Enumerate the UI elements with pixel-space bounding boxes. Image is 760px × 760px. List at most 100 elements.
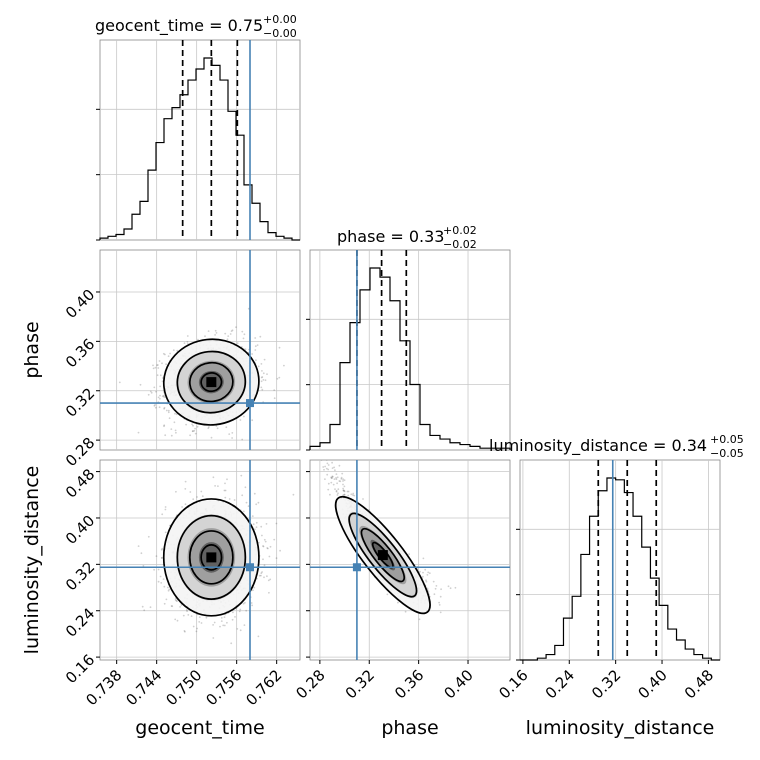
- sample-point: [220, 620, 223, 622]
- sample-point: [332, 483, 335, 486]
- sample-point: [159, 385, 162, 388]
- sample-point: [161, 557, 163, 559]
- sample-point: [273, 538, 276, 541]
- sample-point: [331, 475, 334, 478]
- sample-point: [327, 488, 330, 491]
- sample-point: [335, 473, 338, 475]
- sample-point: [186, 341, 189, 343]
- sample-point: [154, 366, 157, 369]
- sample-point: [160, 582, 163, 584]
- sample-point: [231, 618, 234, 621]
- sample-point: [161, 395, 164, 397]
- sample-point: [327, 464, 330, 466]
- scatter-content-2-0: [100, 460, 300, 660]
- sample-point: [243, 415, 245, 418]
- sample-point: [158, 360, 161, 362]
- sample-point: [252, 523, 255, 526]
- sample-point: [232, 611, 234, 614]
- sample-point: [426, 574, 429, 576]
- sample-point: [342, 480, 344, 482]
- sample-point: [205, 616, 208, 619]
- sample-point: [192, 498, 195, 501]
- sample-point: [215, 425, 218, 427]
- sample-point: [425, 580, 428, 583]
- sample-point: [167, 589, 170, 592]
- sample-point: [263, 538, 266, 541]
- sample-point: [326, 473, 329, 476]
- sample-point: [266, 575, 268, 578]
- sample-point: [331, 477, 333, 479]
- sample-point: [343, 493, 346, 496]
- sample-point: [343, 489, 346, 492]
- sample-point: [435, 585, 438, 587]
- sample-point: [224, 482, 226, 485]
- sample-point: [155, 555, 158, 557]
- hist-frame-luminosity-distance: [519, 459, 721, 661]
- sample-point: [244, 348, 247, 351]
- sample-point: [261, 370, 263, 372]
- sample-point: [198, 616, 201, 618]
- sample-point: [439, 595, 442, 598]
- sample-point: [186, 610, 189, 612]
- sample-point: [247, 505, 250, 507]
- sample-point: [324, 465, 326, 468]
- sample-point: [347, 490, 350, 493]
- sample-point: [267, 547, 269, 550]
- sample-point: [243, 333, 246, 336]
- sample-point: [159, 575, 162, 578]
- sample-point: [167, 411, 170, 414]
- sample-point: [245, 609, 248, 612]
- sample-point: [233, 499, 236, 501]
- sample-point: [342, 490, 345, 492]
- sample-point: [143, 609, 146, 612]
- sample-point: [223, 489, 226, 492]
- contour-2-1-1: [348, 512, 418, 598]
- sample-point: [266, 547, 269, 549]
- sample-point: [339, 480, 342, 483]
- sample-point: [268, 555, 271, 558]
- title-phase-main: phase = 0.33: [337, 227, 444, 246]
- sample-point: [220, 617, 223, 619]
- sample-point: [195, 630, 198, 633]
- sample-point: [196, 496, 198, 498]
- title-phase-minus: −0.02: [443, 238, 477, 251]
- sample-point: [241, 438, 244, 441]
- sample-point: [426, 587, 429, 590]
- sample-point: [362, 498, 364, 500]
- sample-point: [153, 568, 156, 571]
- scatter-panel-luminosity-distance-vs-phase: [306, 459, 511, 661]
- sample-point: [386, 593, 389, 596]
- sample-point: [255, 526, 258, 529]
- title-geocent-time-main: geocent_time = 0.75: [95, 16, 263, 36]
- sample-point: [167, 586, 169, 589]
- sample-point: [342, 487, 344, 490]
- sample-point: [224, 489, 227, 492]
- sample-point: [256, 344, 259, 346]
- sample-point: [186, 335, 189, 337]
- scatter-content-2-1: [310, 460, 510, 660]
- sample-point: [330, 481, 333, 484]
- sample-point: [340, 478, 343, 480]
- sample-point: [331, 475, 334, 478]
- sample-point: [170, 434, 173, 437]
- sample-point: [276, 377, 279, 380]
- sample-point: [163, 585, 166, 588]
- scatter-panel-luminosity-distance-vs-geocent-time: 0.160.240.320.400.48: [62, 459, 301, 687]
- sample-point: [334, 488, 336, 490]
- sample-point: [147, 535, 150, 538]
- sample-point: [343, 479, 346, 482]
- sample-point: [162, 578, 165, 580]
- sample-point: [447, 585, 450, 588]
- sample-point: [154, 404, 157, 406]
- sample-point: [164, 508, 167, 511]
- sample-point: [236, 628, 239, 630]
- sample-point: [150, 391, 153, 394]
- sample-point: [273, 389, 276, 391]
- sample-point: [162, 395, 165, 398]
- sample-point: [254, 528, 256, 531]
- x-axis-label-geocent-time: geocent_time: [135, 717, 264, 739]
- sample-point: [257, 635, 260, 638]
- sample-point: [255, 521, 258, 524]
- sample-point: [142, 565, 145, 567]
- sample-point: [253, 586, 256, 589]
